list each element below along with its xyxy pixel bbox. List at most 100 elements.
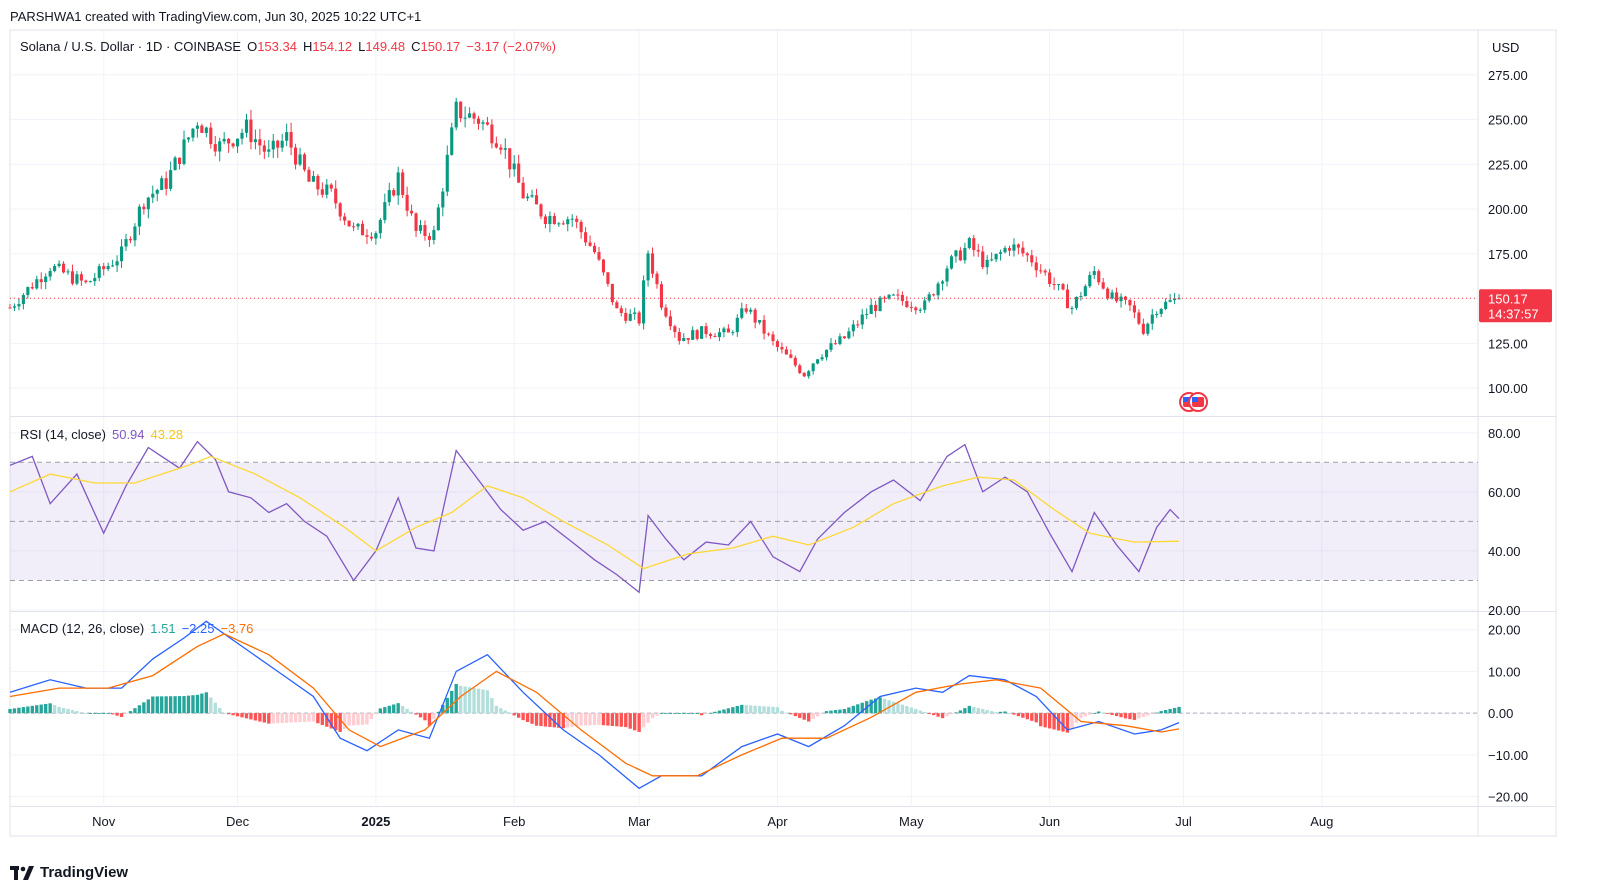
macd-histogram-bar bbox=[878, 697, 882, 714]
candle-body bbox=[146, 197, 150, 210]
candle-body bbox=[88, 281, 92, 283]
candle-body bbox=[784, 349, 788, 355]
macd-histogram-bar bbox=[793, 713, 797, 717]
macd-histogram-bar bbox=[815, 713, 820, 717]
candle-body bbox=[311, 175, 315, 182]
candle-body bbox=[842, 336, 846, 339]
candle-body bbox=[860, 314, 864, 325]
macd-histogram-bar bbox=[155, 696, 159, 714]
macd-histogram-bar bbox=[561, 713, 565, 729]
candle-body bbox=[35, 279, 39, 289]
macd-signal-line bbox=[9, 633, 1180, 777]
candle-body bbox=[735, 317, 739, 333]
candle-body bbox=[325, 184, 329, 195]
macd-histogram-bar bbox=[182, 696, 186, 714]
candle-body bbox=[539, 204, 543, 217]
macd-histogram-bar bbox=[400, 706, 405, 714]
last-price-value: 150.17 bbox=[1488, 291, 1528, 306]
macd-histogram-bar bbox=[807, 713, 811, 722]
candle-body bbox=[780, 347, 784, 350]
y-tick-label: 125.00 bbox=[1488, 336, 1528, 351]
candle-body bbox=[329, 184, 333, 189]
candle-body bbox=[1119, 296, 1123, 302]
macd-histogram-bar bbox=[293, 713, 298, 723]
macd-histogram-bar bbox=[592, 713, 597, 726]
macd-histogram-bar bbox=[1163, 710, 1168, 714]
macd-hist-value: 1.51 bbox=[150, 621, 176, 636]
candle-body bbox=[891, 294, 896, 296]
macd-histogram-bar bbox=[503, 710, 507, 714]
candle-body bbox=[61, 263, 66, 273]
ohlc-low: L149.48 bbox=[358, 39, 406, 54]
macd-histogram-bar bbox=[708, 712, 713, 714]
macd-histogram-bar bbox=[1105, 713, 1110, 714]
candle-body bbox=[592, 245, 597, 253]
candle-body bbox=[570, 218, 574, 220]
candle-body bbox=[472, 113, 476, 119]
macd-histogram-bar bbox=[699, 713, 704, 716]
macd-histogram-bar bbox=[360, 713, 365, 725]
candle-body bbox=[236, 138, 240, 147]
candle-body bbox=[619, 308, 623, 313]
macd-histogram-bar bbox=[75, 711, 79, 714]
last-price-badge bbox=[1479, 289, 1552, 323]
macd-histogram-bar bbox=[280, 713, 284, 723]
candle-body bbox=[289, 132, 293, 148]
brand-label: TradingView bbox=[40, 864, 129, 881]
y-tick-label: 250.00 bbox=[1488, 113, 1528, 128]
macd-histogram-bar bbox=[891, 701, 896, 714]
candle-body bbox=[615, 302, 619, 309]
macd-histogram-bar bbox=[1172, 707, 1177, 714]
macd-histogram-bar bbox=[869, 699, 873, 714]
macd-histogram-bar bbox=[633, 713, 637, 731]
macd-histogram-bar bbox=[543, 713, 548, 727]
candle-body bbox=[343, 216, 347, 221]
candle-body bbox=[762, 320, 766, 334]
macd-histogram-bar bbox=[463, 686, 467, 714]
candle-body bbox=[905, 301, 909, 308]
tradingview-brand[interactable]: TradingView bbox=[10, 864, 128, 881]
candle-body bbox=[637, 312, 641, 324]
candle-body bbox=[552, 215, 556, 225]
candle-body bbox=[985, 259, 989, 268]
candle-body bbox=[494, 143, 498, 148]
candle-body bbox=[686, 338, 690, 340]
candle-body bbox=[548, 215, 552, 225]
macd-histogram-bar bbox=[566, 713, 570, 728]
macd-histogram-bar bbox=[530, 713, 534, 724]
candle-body bbox=[320, 189, 324, 195]
macd-histogram-bar bbox=[998, 711, 1003, 714]
macd-histogram-bar bbox=[927, 713, 931, 714]
candle-body bbox=[820, 357, 824, 360]
candle-body bbox=[356, 223, 360, 227]
candle-body bbox=[441, 191, 445, 208]
macd-histogram-bar bbox=[311, 713, 316, 722]
macd-histogram-bar bbox=[940, 713, 945, 719]
candle-body bbox=[53, 266, 57, 272]
macd-histogram-bar bbox=[1141, 713, 1146, 717]
candle-body bbox=[1106, 288, 1110, 299]
candle-body bbox=[115, 261, 119, 266]
candle-body bbox=[436, 207, 440, 231]
macd-histogram-bar bbox=[570, 713, 574, 727]
candle-body bbox=[1007, 248, 1012, 251]
candle-body bbox=[414, 213, 418, 231]
macd-histogram-bar bbox=[780, 710, 784, 714]
candle-body bbox=[704, 326, 708, 335]
macd-histogram-bar bbox=[583, 713, 588, 726]
candle-body bbox=[851, 324, 855, 332]
candle-body bbox=[1159, 308, 1163, 314]
macd-histogram-bar bbox=[351, 713, 356, 726]
candle-body bbox=[530, 195, 534, 197]
candle-body bbox=[954, 250, 958, 257]
macd-histogram-bar bbox=[726, 708, 731, 714]
candle-body bbox=[182, 139, 186, 164]
macd-histogram-bar bbox=[365, 713, 369, 725]
macd-histogram-bar bbox=[191, 695, 195, 714]
candle-body bbox=[93, 277, 97, 282]
macd-histogram-bar bbox=[142, 702, 146, 714]
macd-histogram-bar bbox=[151, 696, 155, 714]
candle-body bbox=[789, 354, 793, 358]
macd-histogram-bar bbox=[481, 689, 485, 714]
